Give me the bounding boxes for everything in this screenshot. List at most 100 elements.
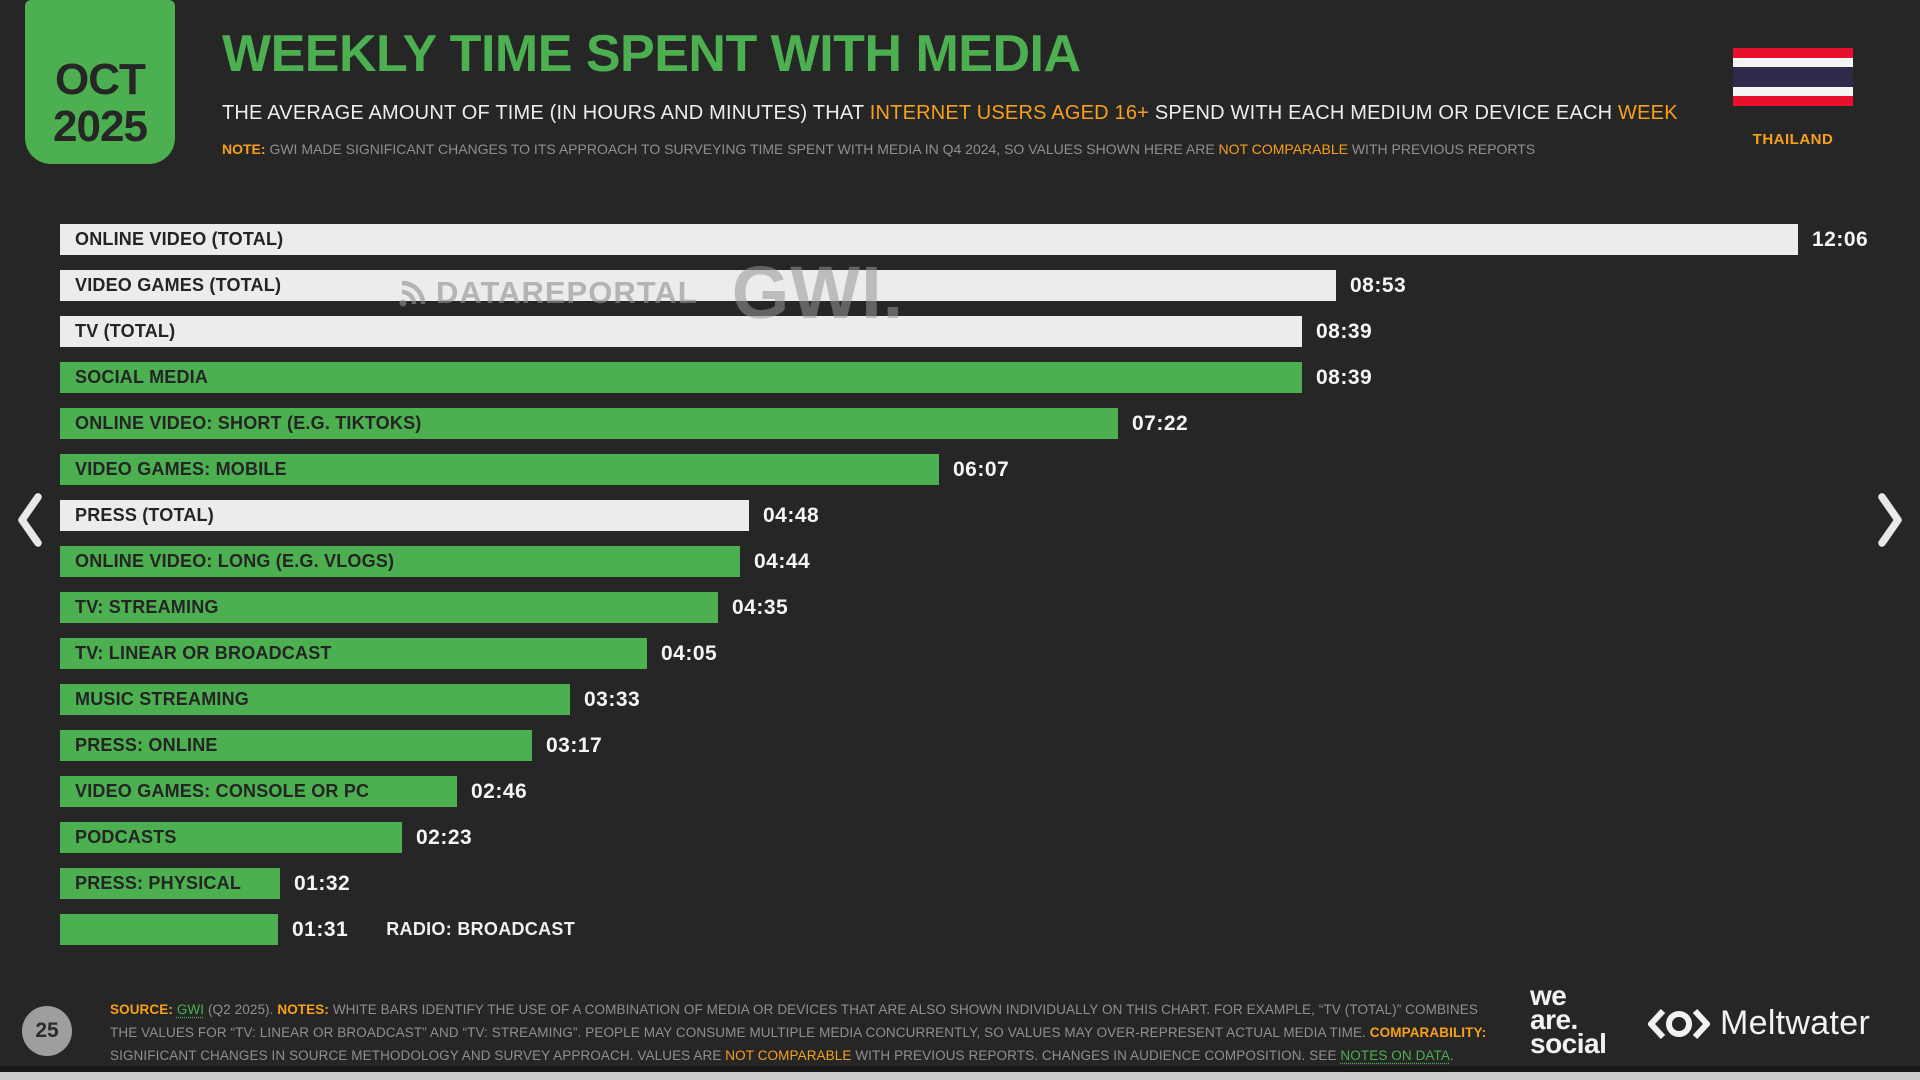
chevron-right-icon (1878, 493, 1902, 547)
bar: VIDEO GAMES: MOBILE (60, 454, 939, 485)
chart-row: ONLINE VIDEO: LONG (E.G. VLOGS) 04:44 (60, 546, 1905, 577)
bar-label: TV: LINEAR OR BROADCAST (75, 643, 332, 663)
text-segment: . (1449, 1048, 1454, 1063)
bar: SOCIAL MEDIA (60, 362, 1302, 393)
chart-row: PRESS: PHYSICAL 01:32 (60, 868, 1905, 899)
chevron-left-icon (18, 493, 42, 547)
bar-value: 03:33 (584, 687, 641, 711)
chart-row: TV: LINEAR OR BROADCAST 04:05 (60, 638, 1905, 669)
bar-value: 04:35 (732, 595, 789, 619)
next-slide-button[interactable] (1876, 492, 1904, 553)
chart-row: VIDEO GAMES: CONSOLE OR PC 02:46 (60, 776, 1905, 807)
text-segment: COMPARABILITY: (1369, 1025, 1487, 1040)
chart-row: MUSIC STREAMING 03:33 (60, 684, 1905, 715)
flag-stripe (1733, 96, 1853, 107)
bar-value: 01:31 (292, 917, 349, 941)
text-segment: THE AVERAGE AMOUNT OF TIME (IN HOURS AND… (222, 102, 870, 124)
chart-row: VIDEO GAMES (TOTAL) 08:53 (60, 270, 1905, 301)
bar-value: 02:23 (416, 825, 473, 849)
text-segment: WITH PREVIOUS REPORTS (1347, 141, 1536, 157)
bar-label: MUSIC STREAMING (75, 689, 249, 709)
chart-row: PRESS: ONLINE 03:17 (60, 730, 1905, 761)
meltwater-eye-icon (1648, 1008, 1710, 1039)
bar-label: PRESS (TOTAL) (75, 505, 214, 525)
bar: TV (TOTAL) (60, 316, 1302, 347)
source-notes: SOURCE: GWI (Q2 2025). NOTES: WHITE BARS… (110, 998, 1486, 1067)
text-segment: WHITE BARS IDENTIFY THE USE OF A COMBINA… (328, 1002, 1478, 1017)
chart-row: TV: STREAMING 04:35 (60, 592, 1905, 623)
bar-value: 12:06 (1812, 227, 1869, 251)
bar-chart: ONLINE VIDEO (TOTAL) 12:06 VIDEO GAMES (TO… (60, 224, 1905, 960)
bar-label-outside: RADIO: BROADCAST (386, 919, 576, 939)
bar-label: SOCIAL MEDIA (75, 367, 209, 387)
text-segment: THE VALUES FOR “TV: LINEAR OR BROADCAST”… (110, 1025, 1370, 1040)
bar-label: ONLINE VIDEO: LONG (E.G. VLOGS) (75, 551, 395, 571)
bar: TV: LINEAR OR BROADCAST (60, 638, 647, 669)
we-are-social-logo-line: are. (1530, 1004, 1578, 1035)
flag-stripe (1733, 57, 1853, 68)
slide-bottom-border (0, 1066, 1920, 1072)
bar-label: TV: STREAMING (75, 597, 219, 617)
text-segment: SPEND WITH EACH MEDIUM OR DEVICE EACH (1149, 102, 1619, 124)
bar-value: 02:46 (471, 779, 528, 803)
text-segment: NOTE: (222, 141, 266, 157)
page-number: 25 (35, 1019, 59, 1042)
bar-label: ONLINE VIDEO (TOTAL) (75, 229, 284, 249)
thailand-flag-icon (1733, 48, 1853, 107)
source-line: THE VALUES FOR “TV: LINEAR OR BROADCAST”… (110, 1021, 1486, 1044)
bar-value: 06:07 (953, 457, 1010, 481)
bar-label: VIDEO GAMES (TOTAL) (75, 275, 282, 295)
flag-stripe (1733, 48, 1853, 58)
flag-stripe (1733, 86, 1853, 97)
bar-value: 08:39 (1316, 319, 1373, 343)
bar: ONLINE VIDEO (TOTAL) (60, 224, 1798, 255)
chart-row: PODCASTS 02:23 (60, 822, 1905, 853)
text-segment: NOT COMPARABLE (725, 1048, 852, 1063)
chart-row: VIDEO GAMES: MOBILE 06:07 (60, 454, 1905, 485)
we-are-social-logo: we are. social (1530, 980, 1607, 1058)
page-title: WEEKLY TIME SPENT WITH MEDIA (222, 25, 1081, 83)
bar: ONLINE VIDEO: LONG (E.G. VLOGS) (60, 546, 740, 577)
chart-row: TV (TOTAL) 08:39 (60, 316, 1905, 347)
meltwater-logo: Meltwater (1648, 1004, 1870, 1043)
text-segment: GWI MADE SIGNIFICANT CHANGES TO ITS APPR… (265, 141, 1219, 157)
we-are-social-logo-line: we (1530, 980, 1567, 1011)
bar (60, 914, 278, 945)
flag-stripe (1733, 67, 1853, 87)
bar-value: 04:44 (754, 549, 811, 573)
text-segment: WEEK (1618, 102, 1678, 124)
text-segment: NOT COMPARABLE (1218, 141, 1348, 157)
page-gap-strip (0, 1072, 1920, 1080)
chart-row: SOCIAL MEDIA 08:39 (60, 362, 1905, 393)
bar: PRESS: PHYSICAL (60, 868, 280, 899)
country-label: THAILAND (1752, 131, 1834, 148)
chart-row: ONLINE VIDEO: SHORT (E.G. TIKTOKS) 07:22 (60, 408, 1905, 439)
text-segment: NOTES: (277, 1002, 329, 1017)
bar-label: VIDEO GAMES: MOBILE (75, 459, 287, 479)
source-line: SOURCE: GWI (Q2 2025). NOTES: WHITE BARS… (110, 998, 1478, 1021)
bar-value: 04:05 (661, 641, 718, 665)
chart-row: 01:31 RADIO: BROADCAST (60, 914, 1905, 945)
text-segment: INTERNET USERS AGED 16+ (869, 102, 1150, 124)
bar-value: 03:17 (546, 733, 603, 757)
bar: MUSIC STREAMING (60, 684, 570, 715)
bar-label: ONLINE VIDEO: SHORT (E.G. TIKTOKS) (75, 413, 422, 433)
source-line: SIGNIFICANT CHANGES IN SOURCE METHODOLOG… (110, 1044, 1455, 1067)
bar: VIDEO GAMES: CONSOLE OR PC (60, 776, 457, 807)
text-segment: WITH PREVIOUS REPORTS. CHANGES IN AUDIEN… (851, 1048, 1341, 1063)
bar: TV: STREAMING (60, 592, 718, 623)
bar: PODCASTS (60, 822, 402, 853)
text-segment: SIGNIFICANT CHANGES IN SOURCE METHODOLOG… (110, 1048, 726, 1063)
meltwater-wordmark: Meltwater (1720, 1004, 1871, 1042)
text-segment[interactable]: GWI (176, 1002, 205, 1017)
prev-slide-button[interactable] (16, 492, 44, 553)
page-number-badge: 25 (22, 1006, 72, 1056)
bar-label: TV (TOTAL) (75, 321, 176, 341)
bar-label: PODCASTS (75, 827, 177, 847)
chart-row: PRESS (TOTAL) 04:48 (60, 500, 1905, 531)
date-month: OCT (55, 55, 146, 104)
bar-value: 01:32 (294, 871, 351, 895)
bar-value: 08:53 (1350, 273, 1407, 297)
text-segment[interactable]: NOTES ON DATA (1340, 1048, 1450, 1063)
bar-label: PRESS: PHYSICAL (75, 873, 242, 893)
